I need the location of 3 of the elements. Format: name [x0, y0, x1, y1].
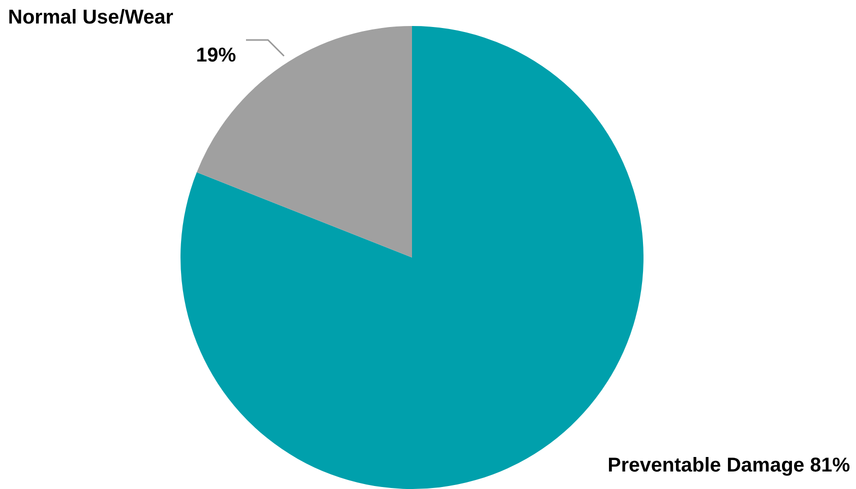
data-label: 19% — [196, 44, 236, 67]
slice-label: Preventable Damage 81% — [608, 454, 850, 477]
slice-label: Normal Use/Wear — [8, 6, 174, 29]
